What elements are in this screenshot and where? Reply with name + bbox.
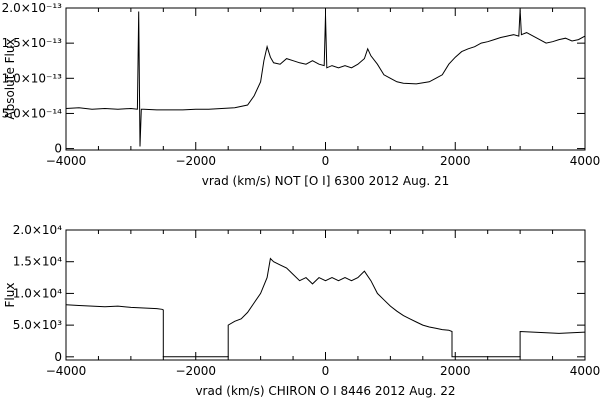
x-tick-label: −4000 — [46, 154, 87, 168]
x-tick-label: 4000 — [570, 364, 600, 378]
x-tick-label: −2000 — [175, 154, 216, 168]
x-tick-label: 4000 — [570, 154, 600, 168]
y-tick-label: 5.0×10⁻¹⁴ — [2, 106, 63, 120]
y-axis-label: Absolute Flux — [3, 38, 17, 119]
x-tick-label: −2000 — [175, 364, 216, 378]
top-panel: −4000 −2000 0 2000 4000 0 5.0×10⁻¹⁴ 1.0×10⁻¹³ 1.… — [2, 1, 600, 188]
series-line-0 — [65, 257, 586, 358]
bottom-panel: −4000 −2000 0 2000 4000 0 5.0×10³ 1.0×10⁴ 1.5×10… — [3, 223, 600, 398]
x-axis-label: vrad (km/s) CHIRON O I 8446 2012 Aug. 22 — [195, 384, 455, 398]
x-tick-label: 0 — [322, 154, 330, 168]
x-tick-label: −4000 — [46, 364, 87, 378]
x-axis-label: vrad (km/s) NOT [O I] 6300 2012 Aug. 21 — [202, 174, 450, 188]
y-tick-label: 0 — [54, 350, 62, 364]
y-tick-label: 1.5×10⁻¹³ — [2, 36, 63, 50]
y-tick-label: 2.0×10⁻¹³ — [2, 1, 63, 15]
y-tick-label: 5.0×10³ — [13, 318, 62, 332]
y-tick-label: 0 — [54, 142, 62, 156]
series-line-0 — [65, 9, 586, 147]
x-tick-label: 2000 — [440, 154, 471, 168]
y-tick-label: 1.0×10⁻¹³ — [2, 71, 63, 85]
x-tick-label: 2000 — [440, 364, 471, 378]
x-tick-label: 0 — [322, 364, 330, 378]
y-axis-label: Flux — [3, 283, 17, 308]
y-tick-label: 1.0×10⁴ — [13, 286, 62, 300]
y-tick-label: 2.0×10⁴ — [13, 223, 62, 237]
y-tick-label: 1.5×10⁴ — [13, 255, 62, 269]
plot-frame — [65, 229, 586, 361]
